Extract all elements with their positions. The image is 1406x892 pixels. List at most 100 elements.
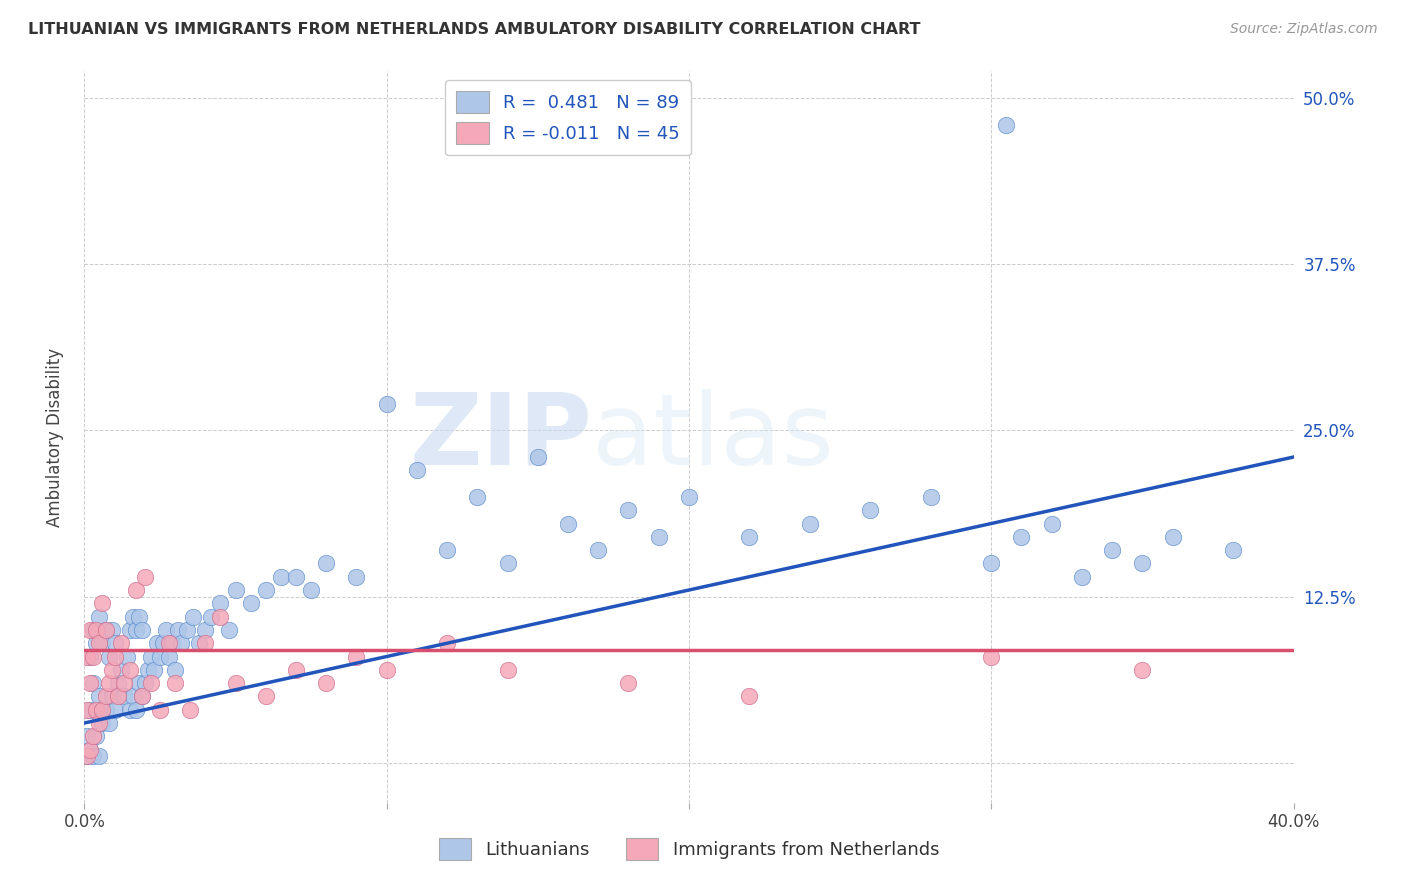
Point [91, 716, 114, 731]
Point [995, 118, 1018, 132]
Point [136, 663, 159, 677]
Point [146, 636, 169, 650]
Point [118, 663, 141, 677]
Point [1011, 530, 1033, 544]
Point [1071, 570, 1094, 584]
Point [617, 676, 640, 690]
Point [346, 649, 368, 664]
Point [94, 703, 117, 717]
Point [76, 729, 98, 743]
Point [100, 663, 122, 677]
Point [218, 623, 240, 637]
Point [738, 690, 761, 704]
Point [467, 490, 489, 504]
Point [152, 636, 174, 650]
Point [155, 623, 177, 637]
Point [1130, 663, 1153, 677]
Point [76, 749, 98, 764]
Point [86, 636, 108, 650]
Point [125, 582, 148, 597]
Point [94, 690, 117, 704]
Point [82, 749, 104, 764]
Point [200, 609, 222, 624]
Point [79, 742, 101, 756]
Point [678, 490, 700, 504]
Point [79, 742, 101, 756]
Point [920, 490, 942, 504]
Point [1101, 543, 1123, 558]
Text: atlas: atlas [592, 389, 834, 485]
Y-axis label: Ambulatory Disability: Ambulatory Disability [45, 348, 63, 526]
Point [118, 623, 141, 637]
Point [118, 703, 141, 717]
Point [89, 716, 111, 731]
Point [188, 636, 211, 650]
Point [980, 649, 1002, 664]
Point [82, 649, 104, 664]
Point [107, 676, 129, 690]
Point [94, 623, 117, 637]
Point [557, 516, 579, 531]
Point [496, 557, 519, 571]
Point [89, 749, 111, 764]
Point [128, 609, 150, 624]
Point [104, 636, 127, 650]
Point [142, 663, 165, 677]
Point [86, 703, 108, 717]
Point [254, 690, 277, 704]
Point [799, 516, 821, 531]
Point [239, 596, 262, 610]
Point [115, 649, 138, 664]
Legend: Lithuanians, Immigrants from Netherlands: Lithuanians, Immigrants from Netherlands [432, 830, 946, 867]
Point [315, 557, 337, 571]
Point [100, 690, 122, 704]
Point [406, 463, 429, 477]
Point [167, 623, 190, 637]
Point [128, 676, 150, 690]
Text: LITHUANIAN VS IMMIGRANTS FROM NETHERLANDS AMBULATORY DISABILITY CORRELATION CHAR: LITHUANIAN VS IMMIGRANTS FROM NETHERLAND… [28, 22, 921, 37]
Point [270, 570, 292, 584]
Point [110, 663, 132, 677]
Point [617, 503, 640, 517]
Point [157, 636, 180, 650]
Point [110, 636, 132, 650]
Point [139, 676, 162, 690]
Text: Source: ZipAtlas.com: Source: ZipAtlas.com [1230, 22, 1378, 37]
Point [121, 609, 143, 624]
Point [194, 623, 217, 637]
Point [79, 676, 101, 690]
Point [79, 703, 101, 717]
Point [648, 530, 671, 544]
Point [149, 703, 172, 717]
Point [97, 649, 120, 664]
Point [149, 649, 172, 664]
Point [285, 663, 308, 677]
Point [225, 676, 247, 690]
Point [375, 663, 398, 677]
Point [588, 543, 610, 558]
Point [1130, 557, 1153, 571]
Point [315, 676, 337, 690]
Point [91, 703, 114, 717]
Point [125, 623, 148, 637]
Point [375, 397, 398, 411]
Point [1222, 543, 1244, 558]
Point [134, 570, 156, 584]
Point [181, 609, 204, 624]
Point [82, 729, 104, 743]
Point [86, 623, 108, 637]
Point [97, 716, 120, 731]
Point [496, 663, 519, 677]
Point [76, 703, 98, 717]
Point [91, 596, 114, 610]
Point [79, 649, 101, 664]
Point [170, 636, 193, 650]
Point [134, 676, 156, 690]
Point [436, 636, 458, 650]
Point [299, 582, 322, 597]
Text: ZIP: ZIP [409, 389, 592, 485]
Point [254, 582, 277, 597]
Point [346, 570, 368, 584]
Point [107, 690, 129, 704]
Point [131, 690, 153, 704]
